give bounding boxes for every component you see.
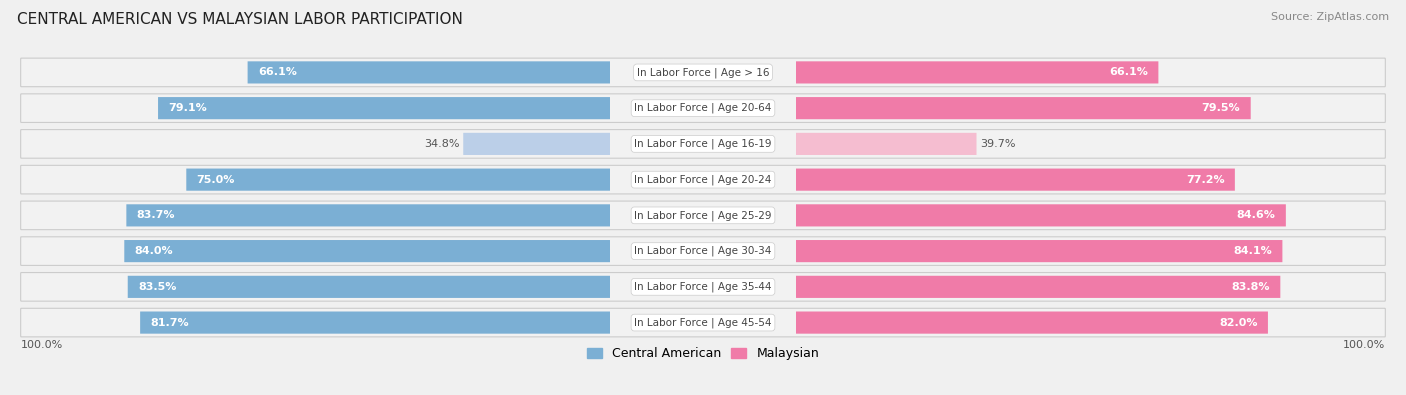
FancyBboxPatch shape	[21, 273, 1385, 301]
FancyBboxPatch shape	[127, 204, 610, 226]
Text: In Labor Force | Age 25-29: In Labor Force | Age 25-29	[634, 210, 772, 221]
Text: 82.0%: 82.0%	[1219, 318, 1257, 327]
Text: 100.0%: 100.0%	[21, 340, 63, 350]
FancyBboxPatch shape	[796, 204, 1286, 226]
Text: 100.0%: 100.0%	[1343, 340, 1385, 350]
FancyBboxPatch shape	[128, 276, 610, 298]
FancyBboxPatch shape	[21, 237, 1385, 265]
Text: In Labor Force | Age > 16: In Labor Force | Age > 16	[637, 67, 769, 78]
Text: 84.1%: 84.1%	[1233, 246, 1272, 256]
FancyBboxPatch shape	[21, 130, 1385, 158]
Text: 66.1%: 66.1%	[1109, 68, 1149, 77]
FancyBboxPatch shape	[21, 308, 1385, 337]
Text: 84.6%: 84.6%	[1237, 211, 1275, 220]
FancyBboxPatch shape	[157, 97, 610, 119]
Text: 39.7%: 39.7%	[980, 139, 1015, 149]
Text: 79.1%: 79.1%	[169, 103, 207, 113]
FancyBboxPatch shape	[796, 133, 977, 155]
FancyBboxPatch shape	[21, 58, 1385, 87]
FancyBboxPatch shape	[21, 166, 1385, 194]
Text: In Labor Force | Age 20-24: In Labor Force | Age 20-24	[634, 174, 772, 185]
Text: In Labor Force | Age 30-34: In Labor Force | Age 30-34	[634, 246, 772, 256]
Text: 83.7%: 83.7%	[136, 211, 176, 220]
Text: In Labor Force | Age 16-19: In Labor Force | Age 16-19	[634, 139, 772, 149]
FancyBboxPatch shape	[21, 94, 1385, 122]
FancyBboxPatch shape	[186, 169, 610, 191]
FancyBboxPatch shape	[796, 61, 1159, 83]
Legend: Central American, Malaysian: Central American, Malaysian	[582, 342, 824, 365]
Text: 77.2%: 77.2%	[1185, 175, 1225, 184]
Text: 83.5%: 83.5%	[138, 282, 176, 292]
Text: Source: ZipAtlas.com: Source: ZipAtlas.com	[1271, 12, 1389, 22]
Text: 75.0%: 75.0%	[197, 175, 235, 184]
FancyBboxPatch shape	[796, 240, 1282, 262]
FancyBboxPatch shape	[796, 97, 1251, 119]
FancyBboxPatch shape	[21, 201, 1385, 229]
Text: In Labor Force | Age 35-44: In Labor Force | Age 35-44	[634, 282, 772, 292]
FancyBboxPatch shape	[796, 276, 1281, 298]
Text: In Labor Force | Age 45-54: In Labor Force | Age 45-54	[634, 317, 772, 328]
Text: In Labor Force | Age 20-64: In Labor Force | Age 20-64	[634, 103, 772, 113]
FancyBboxPatch shape	[141, 312, 610, 334]
Text: 81.7%: 81.7%	[150, 318, 188, 327]
Text: 79.5%: 79.5%	[1202, 103, 1240, 113]
Text: 83.8%: 83.8%	[1232, 282, 1270, 292]
FancyBboxPatch shape	[796, 169, 1234, 191]
Text: CENTRAL AMERICAN VS MALAYSIAN LABOR PARTICIPATION: CENTRAL AMERICAN VS MALAYSIAN LABOR PART…	[17, 12, 463, 27]
FancyBboxPatch shape	[463, 133, 610, 155]
FancyBboxPatch shape	[796, 312, 1268, 334]
FancyBboxPatch shape	[247, 61, 610, 83]
Text: 34.8%: 34.8%	[425, 139, 460, 149]
Text: 84.0%: 84.0%	[135, 246, 173, 256]
FancyBboxPatch shape	[124, 240, 610, 262]
Text: 66.1%: 66.1%	[257, 68, 297, 77]
